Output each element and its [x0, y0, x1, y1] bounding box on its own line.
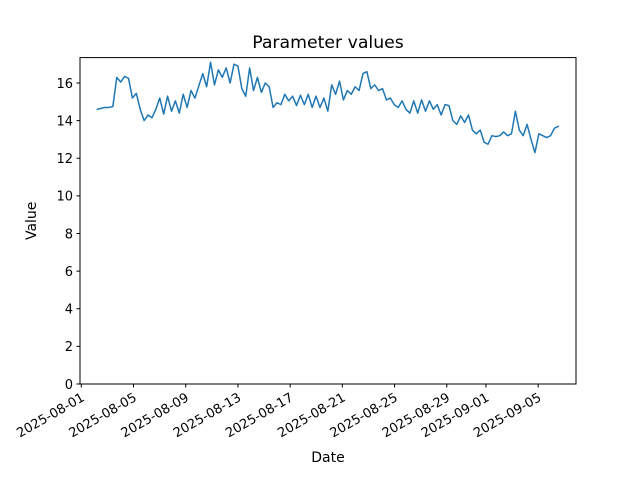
y-tick-label: 2 [65, 340, 73, 355]
y-tick-label: 10 [56, 190, 73, 205]
y-axis: 0 2 4 6 8 10 12 14 16 [56, 77, 80, 393]
data-line [96, 61, 560, 154]
y-tick-label: 0 [65, 378, 73, 393]
y-tick-label: 14 [56, 114, 73, 129]
y-tick-label: 4 [65, 303, 73, 318]
y-axis-label: Value [24, 202, 40, 240]
y-tick-label: 6 [65, 265, 73, 280]
x-axis-label: Date [311, 450, 344, 466]
axes-spines [79, 57, 577, 385]
chart-title: Parameter values [252, 33, 404, 53]
x-axis: 2025-08-012025-08-052025-08-092025-08-13… [14, 384, 544, 441]
y-tick-label: 16 [56, 77, 73, 92]
y-tick-label: 12 [56, 152, 73, 167]
y-tick-label: 8 [65, 227, 73, 242]
